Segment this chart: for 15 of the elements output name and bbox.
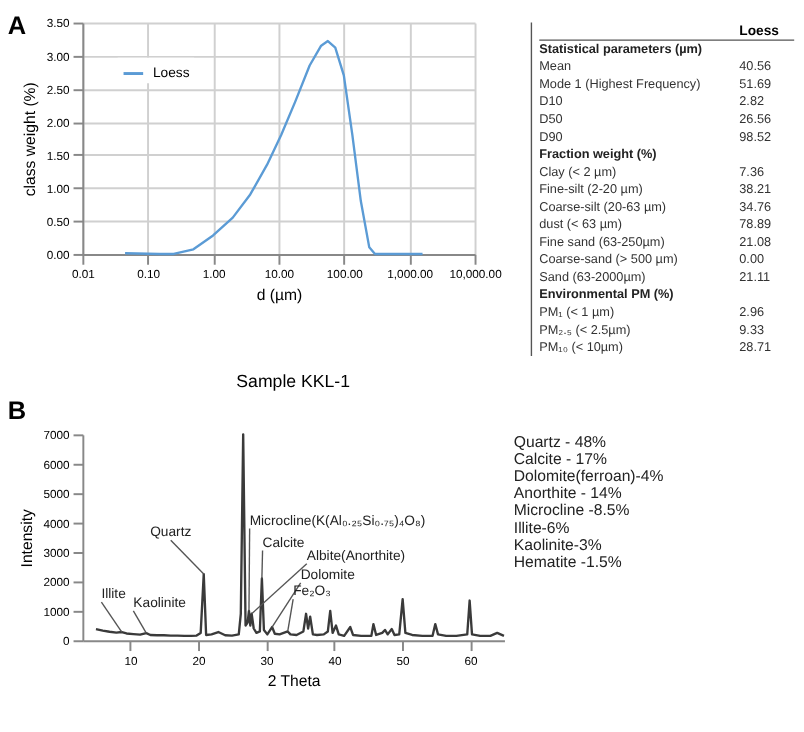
x-axis-title: 2 Theta xyxy=(267,672,322,691)
y-axis-title: class weight (%) xyxy=(20,81,39,197)
text: Calcite - 17% xyxy=(513,450,607,469)
text: Dolomite(ferroan)-4% xyxy=(513,467,664,486)
text: Quartz - 48% xyxy=(513,432,607,451)
text: B xyxy=(7,394,27,425)
text: Illite-6% xyxy=(513,518,570,537)
text: A xyxy=(7,10,27,41)
chart-title: Sample KKL-1 xyxy=(236,371,351,392)
y-axis-title: Intensity xyxy=(17,508,36,568)
x-axis-title: d (µm) xyxy=(256,286,303,305)
text: Kaolinite-3% xyxy=(513,535,602,554)
text: Hematite -1.5% xyxy=(513,552,622,571)
text: Anorthite - 14% xyxy=(513,484,622,503)
text: Microcline -8.5% xyxy=(513,501,630,520)
